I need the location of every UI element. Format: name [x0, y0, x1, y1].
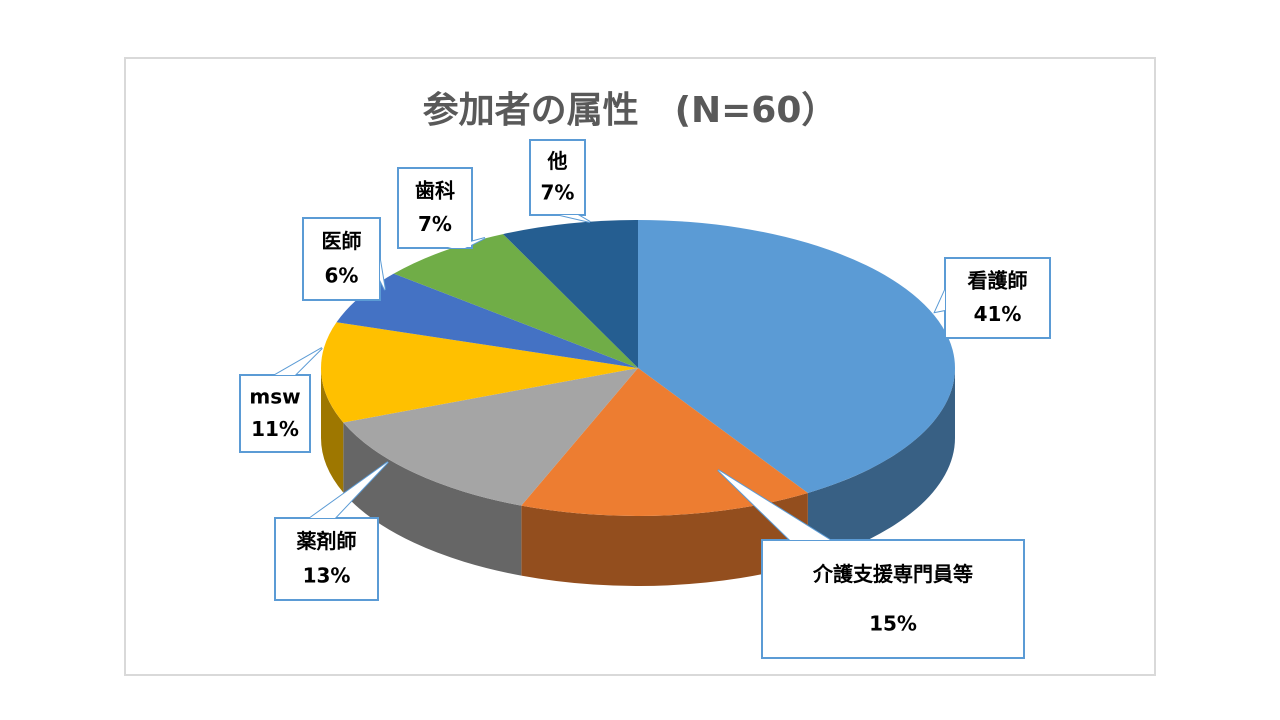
value-label: 11% — [251, 417, 299, 441]
callout-box — [274, 517, 379, 601]
callout-box — [397, 167, 473, 249]
slice — [320, 322, 638, 423]
callout-join — [448, 238, 485, 248]
callout-box — [944, 257, 1051, 339]
slice — [638, 220, 956, 493]
value-label: 41% — [974, 302, 1022, 326]
category-label: 薬剤師 — [297, 529, 357, 553]
slice-side — [521, 492, 808, 586]
category-label: 看護師 — [968, 269, 1028, 293]
category-label: 歯科 — [415, 179, 455, 203]
callout-box — [239, 374, 311, 453]
callout-join — [560, 215, 590, 222]
value-label: 15% — [869, 611, 917, 635]
slice — [336, 273, 638, 368]
callout-join — [718, 470, 830, 540]
category-label: msw — [249, 385, 300, 409]
value-label: 7% — [418, 212, 452, 236]
category-label: 介護支援専門員等 — [812, 562, 973, 586]
slice-side — [321, 368, 344, 493]
pie — [320, 220, 956, 586]
labels: 看護師 41% 介護支援専門員等 15% 薬剤師 13% msw 11% 医師 6% 歯科 7% 他 7% — [239, 139, 1051, 659]
slice-side — [343, 422, 522, 576]
callout-join — [935, 290, 945, 312]
callout-join — [275, 348, 322, 375]
slice — [343, 368, 638, 506]
slice — [503, 220, 638, 368]
callout-join — [380, 260, 385, 290]
callout-box — [529, 139, 586, 216]
slice-side — [807, 368, 956, 563]
value-label: 13% — [303, 564, 351, 588]
callout-join — [310, 462, 388, 518]
callout-box — [761, 539, 1025, 659]
value-label: 7% — [541, 181, 575, 205]
category-label: 医師 — [322, 229, 362, 253]
slice — [521, 368, 808, 517]
callout-box — [302, 217, 381, 301]
slice — [393, 234, 638, 368]
value-label: 6% — [325, 264, 359, 288]
chart-title: 参加者の属性 (N=60） — [423, 90, 838, 131]
category-label: 他 — [547, 149, 568, 173]
